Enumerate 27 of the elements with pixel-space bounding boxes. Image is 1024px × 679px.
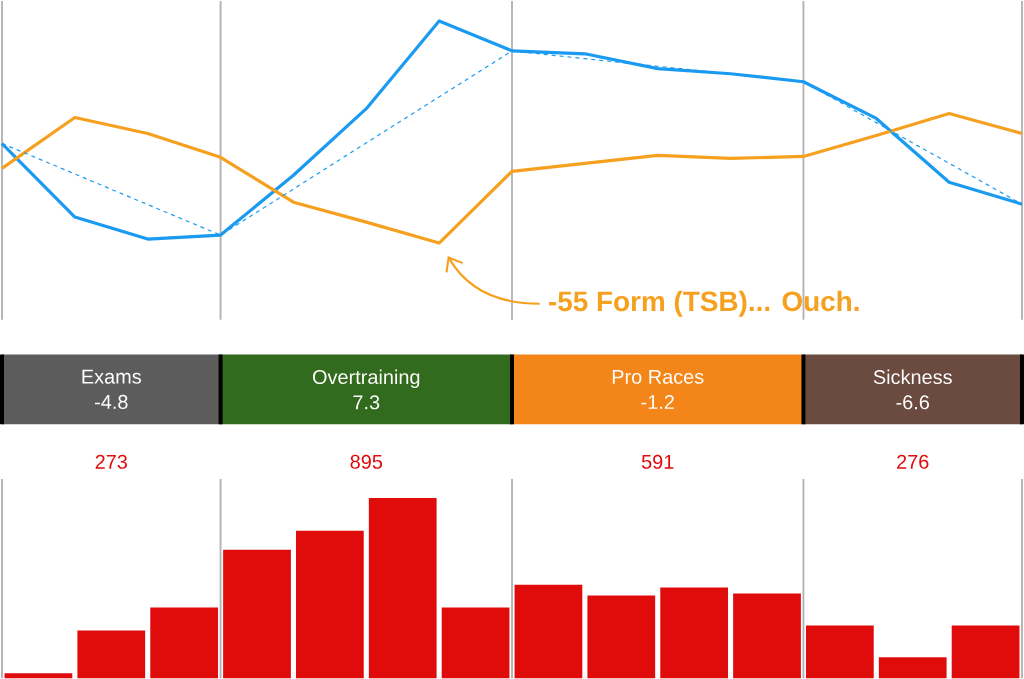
bar [514,584,583,679]
bar [150,607,219,679]
text: -1.2 [641,394,674,409]
text: -4.8 [95,394,128,409]
category-label: Overtraining [312,369,420,388]
bar [587,595,656,679]
bar [4,673,73,679]
text: 276 [897,454,929,469]
category-label: Exams [82,369,141,384]
bar [951,625,1020,679]
text: -6.6 [896,395,930,410]
bar [368,497,437,679]
text: -55 Form (TSB)... Ouch. [549,290,859,317]
bar [441,607,510,679]
bar [295,530,364,679]
text: 591 [641,454,674,469]
bar [878,657,947,679]
category-label: Pro Races [612,369,704,384]
text: 7.3 [353,395,380,410]
text: 895 [350,454,383,469]
bar [733,593,801,679]
text: 273 [95,454,128,469]
bar [223,549,291,679]
bar [660,587,729,679]
bar [805,625,874,679]
bar [77,630,146,679]
category-label: Sickness [873,369,952,384]
